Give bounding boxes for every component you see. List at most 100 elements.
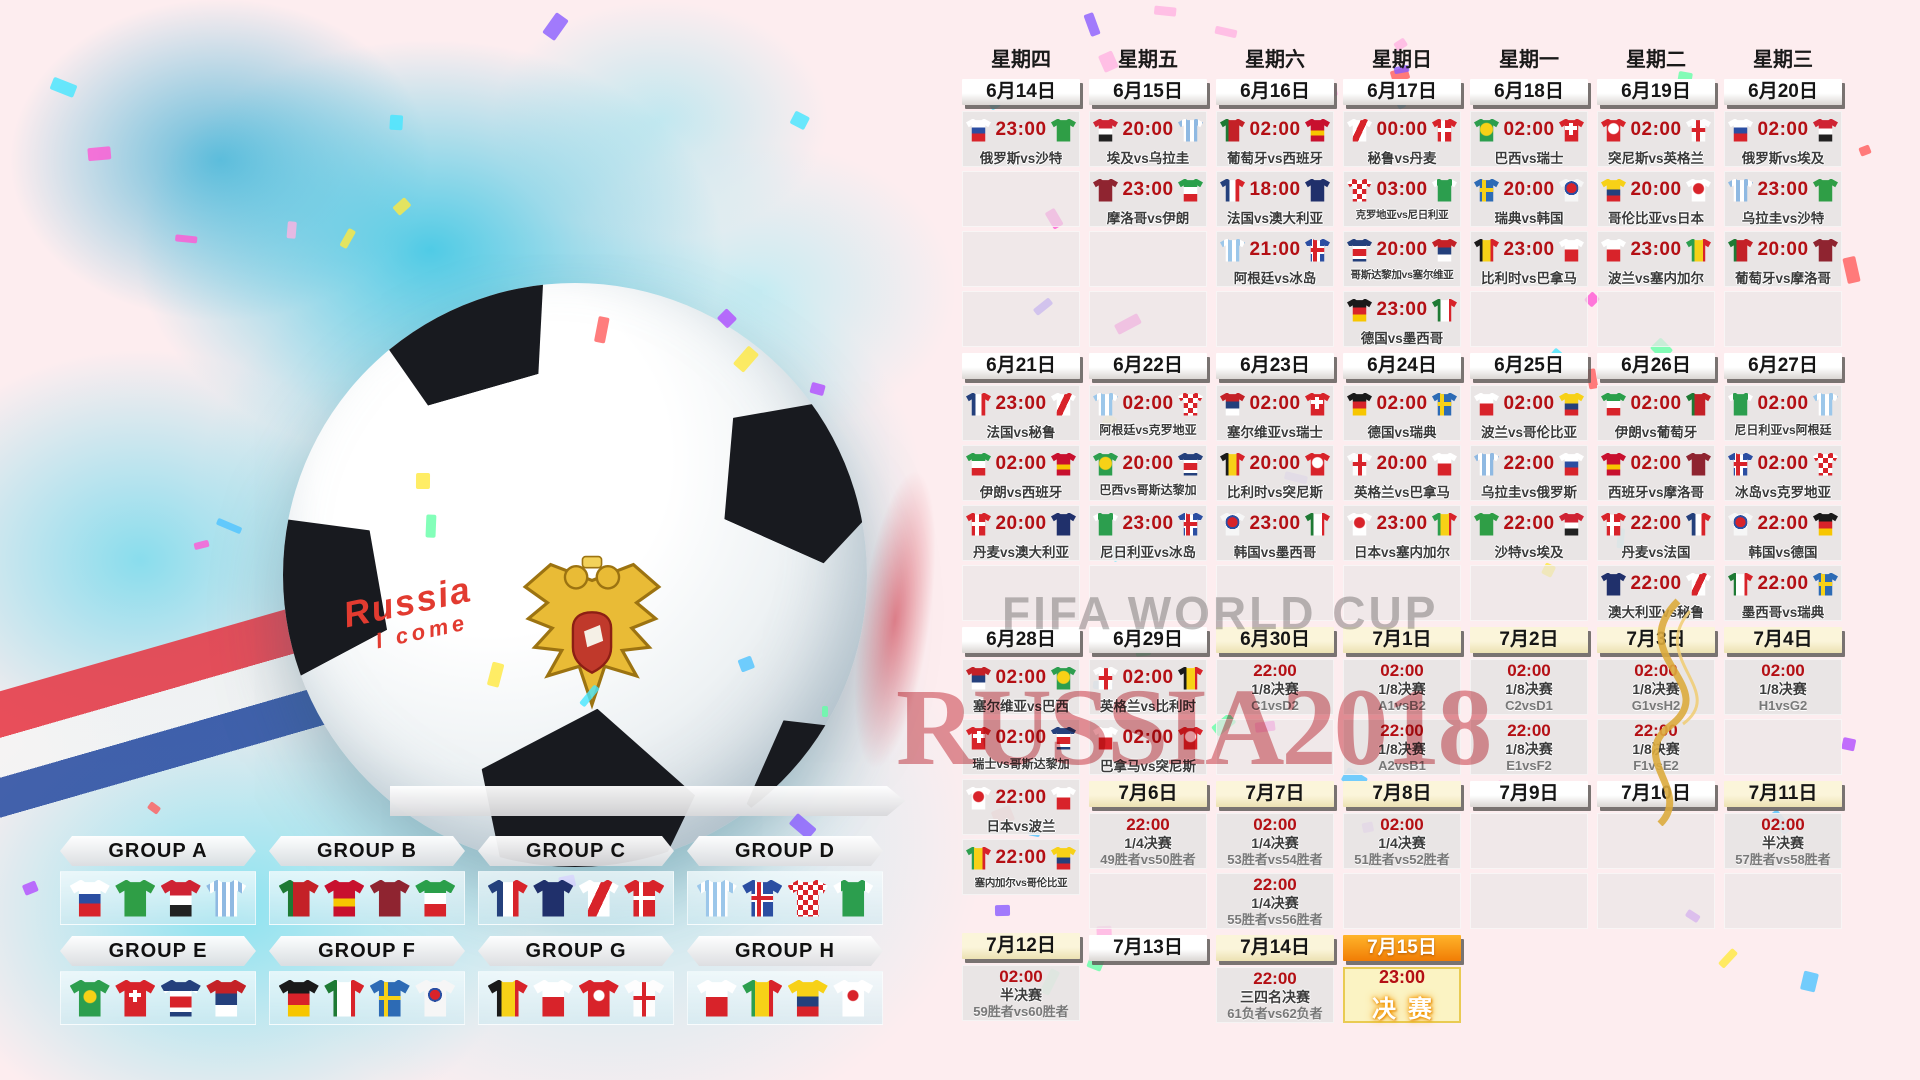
jersey-icon-阿根廷 bbox=[696, 879, 737, 917]
match-time: 23:00 bbox=[995, 119, 1047, 140]
match-time: 02:00 bbox=[1757, 393, 1809, 414]
match-cell-top: 02:00 bbox=[1598, 112, 1714, 145]
knockout-time: 22:00 bbox=[1380, 721, 1424, 741]
match-cell: 23:00 摩洛哥vs伊朗 bbox=[1089, 171, 1207, 227]
match-time: 02:00 bbox=[1757, 453, 1809, 474]
match-label: 塞尔维亚vs巴西 bbox=[972, 699, 1070, 714]
jersey-icon-西班牙 bbox=[1050, 452, 1076, 476]
match-time: 22:00 bbox=[1630, 513, 1682, 534]
jersey-icon-比利时 bbox=[1220, 452, 1245, 476]
match-cell: 20:00 比利时vs突尼斯 bbox=[1216, 445, 1334, 501]
match-time: 20:00 bbox=[1122, 453, 1174, 474]
match-cell-top: 20:00 bbox=[1090, 446, 1206, 479]
group-box-f: GROUP F bbox=[269, 936, 465, 1025]
empty-cell bbox=[1216, 291, 1334, 347]
match-cell-top: 02:00 bbox=[1217, 112, 1333, 145]
knockout-teams: G1vsH2 bbox=[1631, 697, 1681, 713]
group-label: GROUP A bbox=[60, 836, 256, 866]
knockout-teams: 59胜者vs60胜者 bbox=[973, 1003, 1069, 1019]
jersey-icon-葡萄牙 bbox=[1220, 118, 1245, 142]
match-cell: 02:00 伊朗vs葡萄牙 bbox=[1597, 385, 1715, 441]
match-cell-top: 20:00 bbox=[963, 506, 1079, 539]
jersey-icon-丹麦 bbox=[1601, 512, 1626, 536]
match-label: 韩国vs墨西哥 bbox=[1233, 545, 1317, 560]
knockout-cell: 02:00 半决赛 59胜者vs60胜者 bbox=[962, 965, 1080, 1021]
match-cell: 23:00 波兰vs塞内加尔 bbox=[1597, 231, 1715, 287]
date-pill: 6月20日 bbox=[1724, 79, 1842, 105]
jersey-icon-沙特 bbox=[1812, 178, 1838, 202]
match-cell-top: 23:00 bbox=[1471, 232, 1587, 265]
match-cell-top: 03:00 bbox=[1344, 172, 1460, 205]
jersey-icon-葡萄牙 bbox=[1728, 238, 1753, 262]
knockout-cell: 22:00 1/8决赛 C1vsD2 bbox=[1216, 659, 1334, 715]
jersey-icon-巴西 bbox=[69, 979, 110, 1017]
jersey-icon-比利时 bbox=[487, 979, 528, 1017]
match-label: 冰岛vs克罗地亚 bbox=[1734, 485, 1832, 500]
match-cell: 20:00 巴西vs哥斯达黎加 bbox=[1089, 445, 1207, 501]
match-label: 波兰vs哥伦比亚 bbox=[1480, 425, 1578, 440]
jersey-icon-突尼斯 bbox=[1177, 726, 1203, 750]
group-jerseys bbox=[687, 971, 883, 1025]
match-cell: 22:00 沙特vs埃及 bbox=[1470, 505, 1588, 561]
match-time: 23:00 bbox=[1249, 513, 1301, 534]
jersey-icon-比利时 bbox=[1177, 666, 1203, 690]
weekday-label: 星期五 bbox=[1118, 49, 1178, 71]
knockout-stage: 1/4决赛 bbox=[1251, 895, 1299, 912]
weekday-label: 星期六 bbox=[1245, 49, 1305, 71]
knockout-stage: 1/8决赛 bbox=[1505, 741, 1553, 758]
match-time: 02:00 bbox=[1122, 393, 1174, 414]
jersey-icon-伊朗 bbox=[415, 879, 456, 917]
calendar-column: 星期三 6月20日 02:00 俄罗斯vs埃及 23:00 乌拉圭vs沙特 20:00 葡萄牙… bbox=[1724, 48, 1842, 1023]
match-cell: 20:00 哥斯达黎加vs塞尔维亚 bbox=[1343, 231, 1461, 287]
empty-cell bbox=[1343, 873, 1461, 929]
match-label: 尼日利亚vs冰岛 bbox=[1099, 545, 1197, 560]
match-label: 墨西哥vs瑞典 bbox=[1741, 605, 1825, 620]
match-label: 葡萄牙vs西班牙 bbox=[1226, 151, 1324, 166]
jersey-icon-哥斯达黎加 bbox=[1050, 726, 1076, 750]
match-time: 23:00 bbox=[1122, 513, 1174, 534]
knockout-stage: 1/8决赛 bbox=[1378, 681, 1426, 698]
match-label: 阿根廷vs克罗地亚 bbox=[1099, 423, 1197, 437]
jersey-icon-塞内加尔 bbox=[1431, 512, 1457, 536]
knockout-time: 22:00 bbox=[1253, 875, 1297, 895]
match-cell-top: 18:00 bbox=[1217, 172, 1333, 205]
jersey-icon-韩国 bbox=[1728, 512, 1753, 536]
match-label: 摩洛哥vs伊朗 bbox=[1106, 211, 1190, 226]
date-pill: 7月13日 bbox=[1089, 935, 1207, 961]
date-pill: 7月6日 bbox=[1089, 781, 1207, 807]
match-time: 18:00 bbox=[1249, 179, 1301, 200]
jersey-icon-塞内加尔 bbox=[1685, 238, 1711, 262]
match-label: 葡萄牙vs摩洛哥 bbox=[1734, 271, 1832, 286]
jersey-icon-摩洛哥 bbox=[1812, 238, 1838, 262]
jersey-icon-埃及 bbox=[1812, 118, 1838, 142]
empty-cell bbox=[962, 231, 1080, 287]
date-pill: 6月15日 bbox=[1089, 79, 1207, 105]
match-cell: 03:00 克罗地亚vs尼日利亚 bbox=[1343, 171, 1461, 227]
match-cell: 20:00 哥伦比亚vs日本 bbox=[1597, 171, 1715, 227]
knockout-stage: 1/8决赛 bbox=[1632, 681, 1680, 698]
knockout-time: 02:00 bbox=[1761, 815, 1805, 835]
knockout-teams: 49胜者vs50胜者 bbox=[1100, 851, 1196, 867]
match-cell-top: 22:00 bbox=[963, 780, 1079, 813]
match-label: 德国vs墨西哥 bbox=[1360, 331, 1444, 346]
match-label: 巴拿马vs突尼斯 bbox=[1099, 759, 1197, 774]
match-time: 23:00 bbox=[1376, 513, 1428, 534]
column-spacer bbox=[962, 899, 1080, 927]
jersey-icon-尼日利亚 bbox=[1093, 512, 1118, 536]
match-label: 日本vs塞内加尔 bbox=[1353, 545, 1451, 560]
jersey-icon-摩洛哥 bbox=[1685, 452, 1711, 476]
jersey-icon-摩洛哥 bbox=[369, 879, 410, 917]
jersey-icon-克罗地亚 bbox=[1812, 452, 1838, 476]
match-time: 02:00 bbox=[1122, 727, 1174, 748]
empty-cell bbox=[962, 565, 1080, 621]
knockout-teams: 55胜者vs56胜者 bbox=[1227, 911, 1323, 927]
jersey-icon-西班牙 bbox=[1304, 118, 1330, 142]
match-time: 22:00 bbox=[1503, 453, 1555, 474]
jersey-icon-英格兰 bbox=[624, 979, 665, 1017]
match-cell-top: 02:00 bbox=[963, 660, 1079, 693]
match-cell-top: 02:00 bbox=[1598, 446, 1714, 479]
jersey-icon-沙特 bbox=[1050, 118, 1076, 142]
date-pill: 7月2日 bbox=[1470, 627, 1588, 653]
match-cell-top: 20:00 bbox=[1090, 112, 1206, 145]
